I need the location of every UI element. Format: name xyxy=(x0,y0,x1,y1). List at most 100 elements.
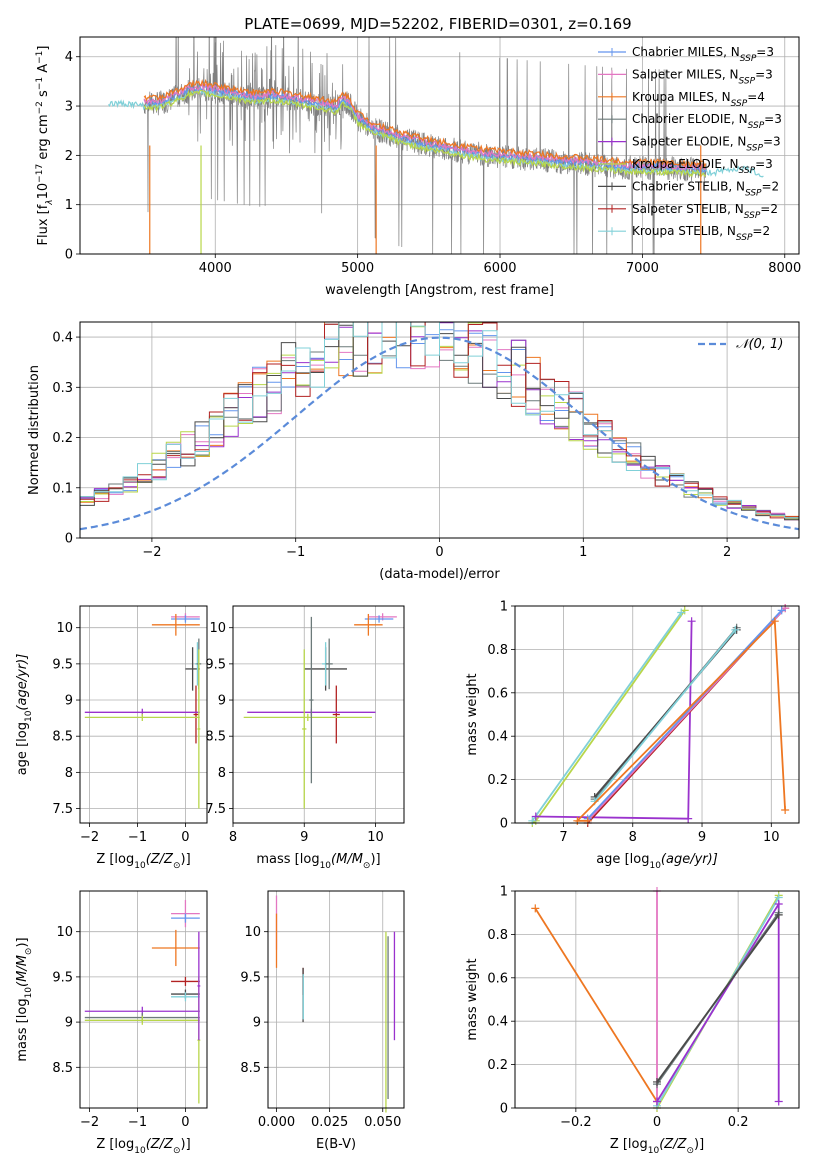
plot-area xyxy=(268,891,404,1108)
label-part: −1 xyxy=(35,51,45,64)
y-tick-label: 0 xyxy=(65,248,73,263)
y-tick-label: 1 xyxy=(65,198,73,213)
label-part: SSP xyxy=(746,144,763,154)
y-tick-label: 0.4 xyxy=(487,730,508,745)
legend-label: Salpeter MILES, NSSP=3 xyxy=(632,67,773,86)
mass-weight-vs-age-y-axis-label: mass weight xyxy=(465,673,480,755)
axes-mass-weight-vs-age: 7 8 9 10 0 0.2 0.4 0.6 0.8 1 xyxy=(487,600,799,845)
legend-label: Chabrier STELIB, NSSP=2 xyxy=(632,179,779,198)
label-part: Salpeter STELIB, N xyxy=(632,202,744,216)
mass-weight-point xyxy=(653,1077,661,1086)
x-tick-label: 7 xyxy=(559,830,567,845)
label-part: )] xyxy=(694,1137,704,1152)
x-tick-label: 0.050 xyxy=(364,1115,401,1130)
label-part: ⊙ xyxy=(686,1146,694,1156)
y-tick-label: 0.8 xyxy=(487,643,508,658)
figure-title: PLATE=0699, MJD=52202, FIBERID=0301, z=0… xyxy=(244,15,631,33)
x-tick-label: 8000 xyxy=(768,261,801,276)
label-part: age [log xyxy=(15,722,30,775)
x-tick-label: −2 xyxy=(80,830,99,845)
label-part: 10 xyxy=(24,710,34,722)
label-part: (M/M xyxy=(15,955,30,987)
axes-mass-weight-vs-Z: −0.2 0 0.2 0 0.2 0.4 0.6 0.8 1 xyxy=(487,885,799,1130)
plot-area xyxy=(233,606,404,823)
label-part: Salpeter ELODIE, N xyxy=(632,135,746,149)
label-part: −17 xyxy=(35,164,45,183)
mass-weight-point xyxy=(774,910,783,919)
label-part: )] xyxy=(181,852,191,867)
y-tick-label: 0.4 xyxy=(487,1015,508,1030)
label-part: Chabrier ELODIE, N xyxy=(632,112,748,126)
axes-mass-vs-Z: −2 −1 0 8.5 9 9.5 10 xyxy=(52,891,207,1130)
mass-weight-point xyxy=(770,617,779,626)
y-tick-label: 9 xyxy=(253,1016,261,1031)
legend-label: Kroupa ELODIE, NSSP=3 xyxy=(632,157,773,176)
legend-label: Salpeter STELIB, NSSP=2 xyxy=(632,202,778,221)
x-tick-label: 0.000 xyxy=(258,1115,295,1130)
label-part: =4 xyxy=(747,90,765,104)
mass-weight-vs-age-frame xyxy=(514,605,800,824)
legend-label: Kroupa MILES, NSSP=4 xyxy=(632,90,765,109)
label-part: (M/M xyxy=(331,852,363,867)
mass-vs-EBV-x-axis-label: E(B-V) xyxy=(316,1137,356,1152)
y-tick-label: 2 xyxy=(65,149,73,164)
label-part: Z [log xyxy=(96,852,134,867)
x-tick-label: 0 xyxy=(435,545,443,560)
x-tick-label: 0 xyxy=(181,1115,189,1130)
x-tick-label: 5000 xyxy=(341,261,374,276)
y-tick-label: 10 xyxy=(56,621,73,636)
x-tick-label: −1 xyxy=(286,545,305,560)
mass-weight-line-kroupa-miles xyxy=(534,907,658,1102)
x-tick-label: 9 xyxy=(300,830,308,845)
axes-residuals: −2 −1 0 1 2 0 0.1 0.2 0.3 0.4 xyxy=(52,322,799,560)
label-part: =2 xyxy=(762,179,780,193)
age-vs-mass-x-axis-label: mass [log10(M/M⊙)] xyxy=(256,852,380,871)
x-tick-label: 7000 xyxy=(626,261,659,276)
label-part: )] xyxy=(15,937,30,947)
mass-vs-Z-y-axis-label: mass [log10(M/M⊙)] xyxy=(15,937,34,1061)
x-tick-label: −2 xyxy=(142,545,161,560)
axes-age-vs-Z: −2 −1 0 7.5 8 8.5 9 9.5 10 xyxy=(52,606,207,845)
y-tick-label: 8.5 xyxy=(205,730,226,745)
y-tick-label: 10 xyxy=(244,925,261,940)
label-part: 10 xyxy=(36,183,51,200)
label-part: 10 xyxy=(648,1146,660,1156)
mass-vs-Z-x-axis-label: Z [log10(Z/Z⊙)] xyxy=(96,1137,190,1156)
mass-weight-vs-Z-frame xyxy=(514,890,800,1109)
residuals-frame xyxy=(79,321,800,539)
mass-weight-line-chabrier-miles xyxy=(587,609,783,820)
label-part: −1 xyxy=(35,77,45,90)
label-part: SSP xyxy=(731,99,748,109)
mass-weight-vs-Z-y-axis-label: mass weight xyxy=(465,958,480,1040)
y-tick-label: 9.5 xyxy=(205,657,226,672)
y-tick-label: 0 xyxy=(65,532,73,547)
label-part: age [log xyxy=(596,852,649,867)
x-tick-label: −1 xyxy=(128,830,147,845)
y-tick-label: 1 xyxy=(500,885,508,900)
age-vs-Z-y-axis-label: age [log10(age/yr)] xyxy=(15,654,34,776)
x-tick-label: 0 xyxy=(653,1115,661,1130)
label-part: s xyxy=(36,90,51,101)
label-part: Z [log xyxy=(610,1137,648,1152)
label-part: SSP xyxy=(740,54,757,64)
y-tick-label: 0.6 xyxy=(487,686,508,701)
label-part: ⊙ xyxy=(173,1146,181,1156)
y-tick-label: 0 xyxy=(500,817,508,832)
mass-vs-EBV-frame xyxy=(267,890,405,1109)
x-tick-label: 0.2 xyxy=(728,1115,749,1130)
label-part: =3 xyxy=(755,67,773,81)
label-part: mass [log xyxy=(256,852,319,867)
x-tick-label: 8 xyxy=(229,830,237,845)
label-part: erg cm xyxy=(36,114,51,163)
label-part: Kroupa MILES, N xyxy=(632,90,731,104)
label-part: =2 xyxy=(752,224,770,238)
y-tick-label: 0.1 xyxy=(52,481,73,496)
spectrum-x-axis-label: wavelength [Angstrom, rest frame] xyxy=(325,283,554,298)
y-tick-label: 8 xyxy=(65,766,73,781)
label-part: (Z/Z xyxy=(146,852,174,867)
label-part: SSP xyxy=(744,211,761,221)
mass-weight-point xyxy=(687,617,696,626)
x-tick-label: 4000 xyxy=(199,261,232,276)
y-tick-label: 7.5 xyxy=(52,802,73,817)
